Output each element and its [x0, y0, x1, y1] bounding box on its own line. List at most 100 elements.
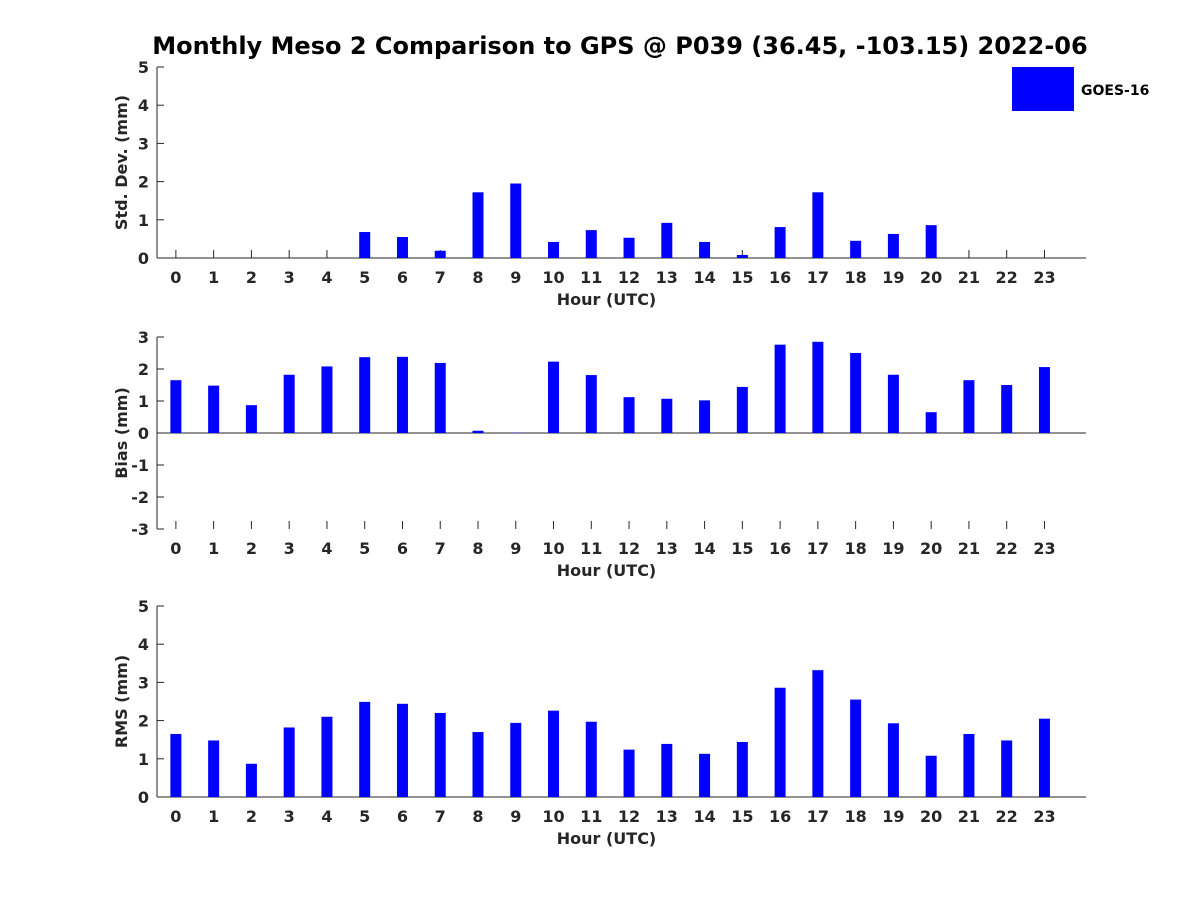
bar	[245, 763, 257, 797]
legend: GOES-16	[1012, 67, 1149, 111]
bar	[1001, 385, 1013, 433]
x-tick-label: 5	[359, 807, 370, 826]
legend-label: GOES-16	[1081, 83, 1149, 99]
x-tick-label: 15	[731, 807, 753, 826]
x-tick-label: 7	[435, 539, 446, 558]
bar	[548, 241, 560, 258]
bar	[472, 732, 484, 797]
bar	[774, 687, 786, 797]
bar	[585, 375, 597, 433]
x-tick-label: 17	[807, 807, 829, 826]
x-tick-label: 11	[580, 807, 602, 826]
bar	[925, 412, 937, 433]
x-tick-label: 16	[769, 807, 791, 826]
bar	[359, 357, 371, 433]
bar	[472, 430, 484, 433]
x-tick-label: 12	[618, 807, 640, 826]
x-tick-label: 6	[397, 807, 408, 826]
x-tick-label: 10	[542, 268, 564, 287]
x-tick-label: 4	[321, 268, 332, 287]
x-tick-label: 13	[656, 807, 678, 826]
x-tick-label: 22	[996, 807, 1018, 826]
x-tick-label: 0	[170, 539, 181, 558]
x-tick-label: 19	[882, 539, 904, 558]
chart-title: Monthly Meso 2 Comparison to GPS @ P039 …	[152, 32, 1087, 60]
bar	[736, 254, 748, 258]
x-tick-label: 20	[920, 807, 942, 826]
bar	[1038, 718, 1050, 797]
x-tick-label: 7	[435, 268, 446, 287]
y-tick-label: 2	[138, 360, 149, 379]
bar	[1001, 740, 1013, 797]
y-tick-label: 0	[138, 424, 149, 443]
bar	[283, 374, 295, 433]
bar	[925, 225, 937, 258]
bar	[887, 233, 899, 258]
x-tick-label: 19	[882, 807, 904, 826]
x-tick-label: 5	[359, 539, 370, 558]
x-tick-label: 22	[996, 268, 1018, 287]
y-tick-label: 3	[138, 134, 149, 153]
bar	[623, 237, 635, 258]
legend-swatch	[1012, 67, 1074, 111]
bar	[510, 183, 522, 258]
bar	[170, 733, 182, 797]
x-tick-label: 12	[618, 268, 640, 287]
bar	[661, 743, 673, 797]
x-tick-label: 5	[359, 268, 370, 287]
y-tick-label: 3	[138, 328, 149, 347]
bar	[661, 222, 673, 258]
x-tick-label: 12	[618, 539, 640, 558]
bar	[283, 727, 295, 797]
x-tick-label: 23	[1033, 807, 1055, 826]
x-tick-label: 20	[920, 268, 942, 287]
y-tick-label: -1	[131, 456, 149, 475]
x-tick-label: 20	[920, 539, 942, 558]
x-tick-label: 14	[693, 268, 715, 287]
x-tick-label: 6	[397, 268, 408, 287]
bar	[585, 230, 597, 258]
bar	[510, 722, 522, 797]
x-tick-label: 19	[882, 268, 904, 287]
bar	[321, 366, 333, 433]
x-tick-label: 16	[769, 268, 791, 287]
bar	[208, 385, 220, 433]
bar	[963, 380, 975, 433]
bar	[925, 755, 937, 797]
bar	[850, 240, 862, 258]
bar	[623, 749, 635, 797]
bar	[321, 716, 333, 797]
x-tick-label: 1	[208, 268, 219, 287]
bar	[887, 723, 899, 797]
x-tick-label: 1	[208, 807, 219, 826]
y-tick-label: -2	[131, 488, 149, 507]
x-tick-label: 2	[246, 807, 257, 826]
x-tick-label: 16	[769, 539, 791, 558]
y-tick-label: 1	[138, 211, 149, 230]
y-tick-label: 5	[138, 597, 149, 616]
x-tick-label: 8	[472, 268, 483, 287]
x-tick-label: 21	[958, 807, 980, 826]
x-tick-label: 23	[1033, 268, 1055, 287]
y-tick-label: -3	[131, 520, 149, 539]
bar	[736, 741, 748, 797]
bar	[623, 397, 635, 433]
x-tick-label: 10	[542, 539, 564, 558]
x-tick-label: 10	[542, 807, 564, 826]
bar	[548, 361, 560, 433]
bar	[208, 740, 220, 797]
x-tick-label: 4	[321, 807, 332, 826]
bar	[245, 405, 257, 433]
x-tick-label: 13	[656, 268, 678, 287]
x-axis-label: Hour (UTC)	[557, 829, 657, 848]
x-tick-label: 7	[435, 807, 446, 826]
x-tick-label: 18	[845, 807, 867, 826]
bar	[585, 721, 597, 797]
x-tick-label: 2	[246, 268, 257, 287]
y-tick-label: 1	[138, 392, 149, 411]
bar	[774, 227, 786, 258]
x-tick-label: 8	[472, 539, 483, 558]
